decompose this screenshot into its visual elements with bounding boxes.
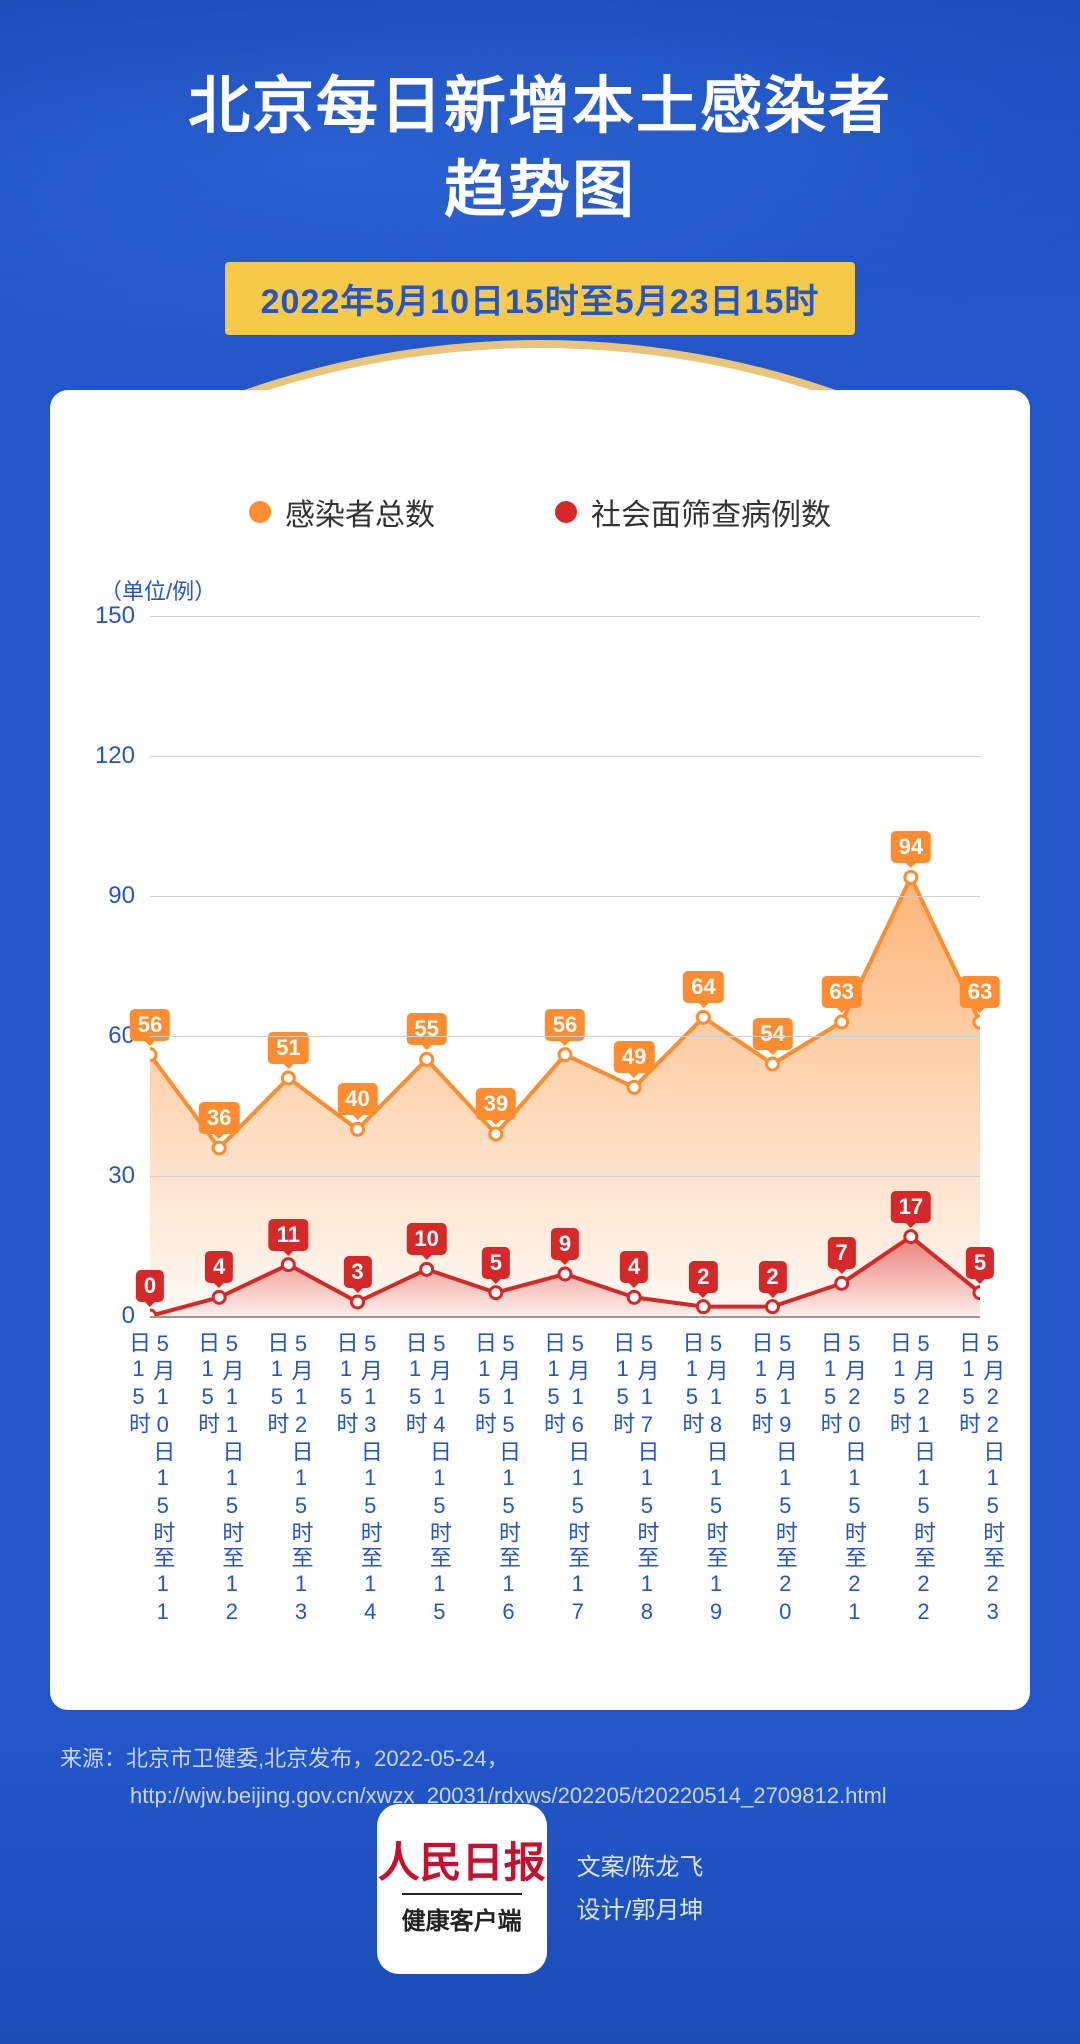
data-label: 55 xyxy=(406,1013,446,1045)
grid-line xyxy=(150,896,980,897)
legend: 感染者总数 社会面筛查病例数 xyxy=(90,490,990,534)
data-label: 2 xyxy=(689,1261,717,1293)
grid-line xyxy=(150,616,980,617)
publisher-logo: 人民日报 健康客户端 xyxy=(377,1804,547,1974)
x-label: 5月12日15时至13日15时 xyxy=(264,1331,312,1651)
legend-label-total: 感染者总数 xyxy=(285,490,435,534)
legend-label-screened: 社会面筛查病例数 xyxy=(591,490,831,534)
x-label: 5月15日15时至16日15时 xyxy=(472,1331,520,1651)
grid-line xyxy=(150,1036,980,1037)
data-label: 2 xyxy=(758,1261,786,1293)
y-tick: 150 xyxy=(95,602,135,630)
x-label: 5月13日15时至14日15时 xyxy=(333,1331,381,1651)
x-label: 5月17日15时至18日15时 xyxy=(610,1331,658,1651)
data-label: 64 xyxy=(683,971,723,1003)
legend-dot-total xyxy=(249,501,271,523)
data-label: 3 xyxy=(343,1256,371,1288)
data-label: 54 xyxy=(752,1018,792,1050)
data-label: 39 xyxy=(476,1088,516,1120)
source-text: 北京市卫健委,北京发布，2022-05-24， xyxy=(126,1746,509,1771)
grid-line xyxy=(150,1176,980,1177)
legend-dot-screened xyxy=(555,501,577,523)
x-label: 5月20日15时至21日15时 xyxy=(817,1331,865,1651)
credit-designer: 设计/郭月坤 xyxy=(577,1889,704,1932)
logo-main: 人民日报 xyxy=(378,1843,546,1885)
plot: 5636514055395649645463946304113105942271… xyxy=(150,616,980,1316)
unit-label: （单位/例） xyxy=(100,574,990,606)
data-label: 11 xyxy=(269,1219,308,1251)
data-label: 5 xyxy=(482,1247,510,1279)
credit-writer: 文案/陈龙飞 xyxy=(577,1846,704,1889)
data-label: 49 xyxy=(614,1041,654,1073)
y-tick: 120 xyxy=(95,742,135,770)
data-label: 63 xyxy=(821,976,861,1008)
title-line-1: 北京每日新增本土感染者 xyxy=(188,72,892,141)
chart-area: 0306090120150 5636514055395649645463 xyxy=(150,616,980,1316)
y-tick: 90 xyxy=(108,882,135,910)
logo-sub: 健康客户端 xyxy=(402,1893,522,1936)
data-label: 7 xyxy=(828,1237,856,1269)
chart-svg xyxy=(150,616,980,1316)
x-label: 5月14日15时至15日15时 xyxy=(402,1331,450,1651)
data-label: 9 xyxy=(551,1228,579,1260)
date-range-badge: 2022年5月10日15时至5月23日15时 xyxy=(225,262,856,335)
data-label: 36 xyxy=(199,1102,239,1134)
data-label: 4 xyxy=(205,1251,233,1283)
x-label: 5月22日15时至23日15时 xyxy=(956,1331,1004,1651)
source-prefix: 来源： xyxy=(60,1746,126,1771)
legend-item-screened: 社会面筛查病例数 xyxy=(555,490,831,534)
legend-item-total: 感染者总数 xyxy=(249,490,435,534)
page-title: 北京每日新增本土感染者 趋势图 xyxy=(0,65,1080,232)
data-label: 17 xyxy=(891,1191,931,1223)
data-label: 40 xyxy=(337,1083,377,1115)
y-axis: 0306090120150 xyxy=(90,616,145,1316)
data-label: 4 xyxy=(620,1251,648,1283)
credits: 文案/陈龙飞 设计/郭月坤 xyxy=(577,1846,704,1932)
grid-line xyxy=(150,756,980,757)
x-label: 5月16日15时至17日15时 xyxy=(541,1331,589,1651)
chart-card: 感染者总数 社会面筛查病例数 （单位/例） 0306090120150 xyxy=(50,390,1030,1710)
data-label: 10 xyxy=(406,1223,446,1255)
grid-line xyxy=(150,1316,980,1318)
data-label: 94 xyxy=(891,831,931,863)
x-label: 5月18日15时至19日15时 xyxy=(679,1331,727,1651)
x-label: 5月11日15时至12日15时 xyxy=(195,1331,243,1651)
footer: 人民日报 健康客户端 文案/陈龙飞 设计/郭月坤 xyxy=(0,1804,1080,1974)
x-axis-labels: 5月10日15时至11日15时5月11日15时至12日15时5月12日15时至1… xyxy=(150,1331,980,1651)
data-label: 0 xyxy=(136,1270,164,1302)
data-label: 5 xyxy=(966,1247,994,1279)
title-line-2: 趋势图 xyxy=(444,156,636,225)
x-label: 5月21日15时至22日15时 xyxy=(887,1331,935,1651)
y-tick: 0 xyxy=(122,1302,135,1330)
x-label: 5月19日15时至20日15时 xyxy=(748,1331,796,1651)
x-label: 5月10日15时至11日15时 xyxy=(126,1331,174,1651)
y-tick: 30 xyxy=(108,1162,135,1190)
data-label: 63 xyxy=(960,976,1000,1008)
header: 北京每日新增本土感染者 趋势图 2022年5月10日15时至5月23日15时 xyxy=(0,0,1080,335)
